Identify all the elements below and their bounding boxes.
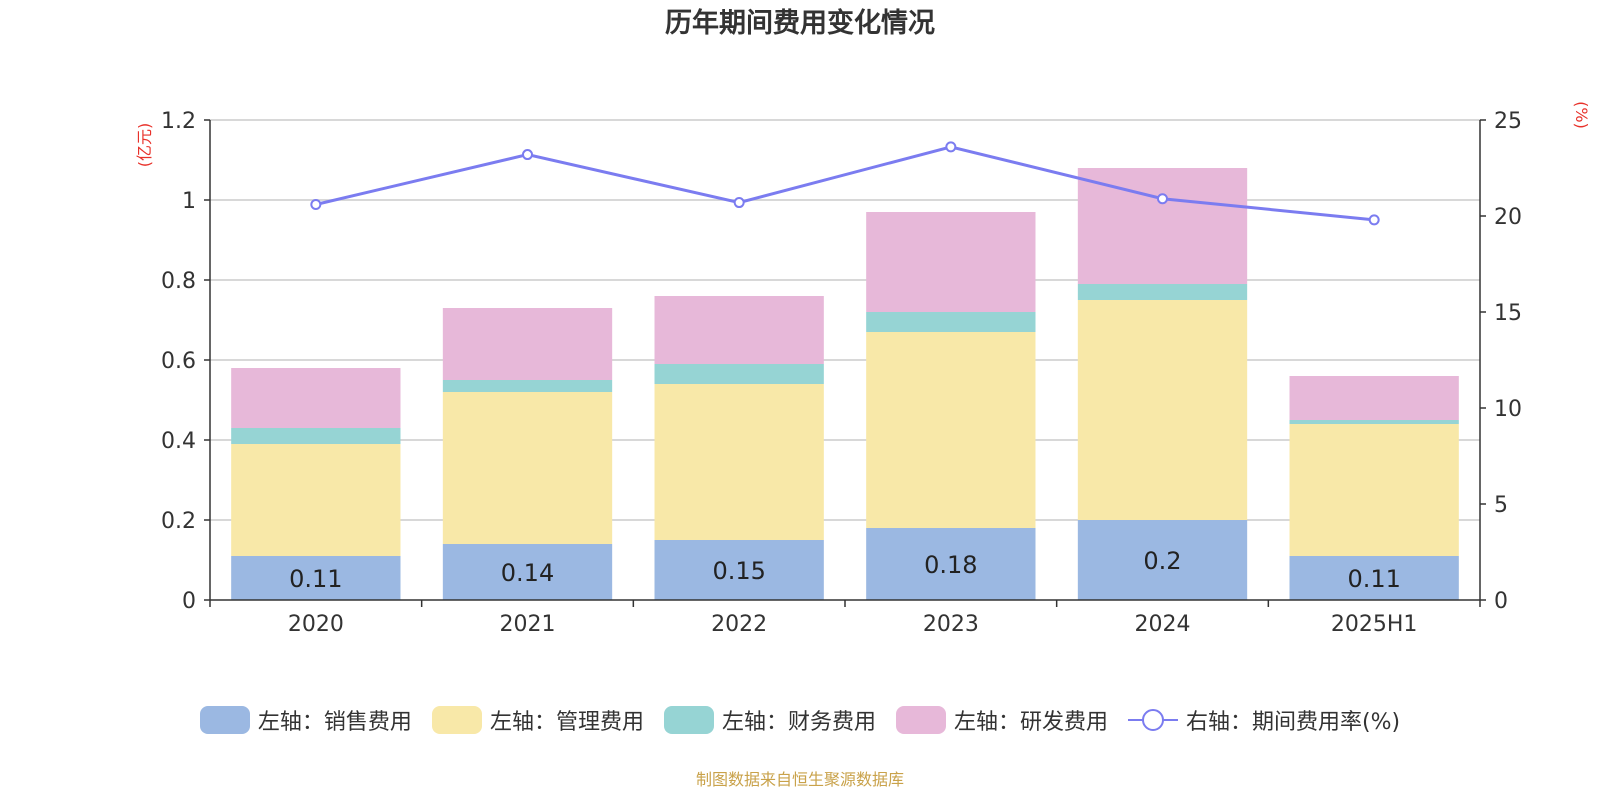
bar-segment <box>866 212 1036 312</box>
bar-segment <box>1077 300 1248 520</box>
left-axis-tick-label: 1 <box>182 189 196 214</box>
data-label: 0.15 <box>712 557 765 585</box>
bar-segment <box>442 308 613 380</box>
bar-segment <box>654 384 824 540</box>
legend-label-sales: 左轴：销售费用 <box>257 710 412 735</box>
bar-segment <box>654 296 824 364</box>
left-axis-tick-label: 0.2 <box>161 509 196 534</box>
expense-rate-point <box>310 198 322 210</box>
expense-rate-line <box>315 145 1375 222</box>
line-layer <box>310 141 1380 226</box>
legend-swatch-expense-rate <box>1127 706 1178 734</box>
x-axis-tick-label: 2023 <box>923 612 979 637</box>
legend-item-finance[interactable]: 左轴：财务费用 <box>663 704 876 736</box>
right-axis-tick-label: 10 <box>1494 397 1522 422</box>
bar-segment <box>231 556 401 600</box>
bar-layer <box>231 168 1459 600</box>
data-source-note: 制图数据来自恒生聚源数据库 <box>695 770 904 789</box>
bar-segment <box>1289 556 1459 600</box>
legend-item-sales[interactable]: 左轴：销售费用 <box>199 704 412 736</box>
legend-swatch-rnd <box>895 706 946 734</box>
x-axis-tick-label: 2022 <box>711 612 767 637</box>
data-label-layer: 0.11 0.14 0.15 0.18 0.2 0.11 <box>289 547 1401 593</box>
bar-segment <box>1289 420 1459 424</box>
bar-segment <box>1077 168 1248 284</box>
legend-item-admin[interactable]: 左轴：管理费用 <box>431 704 644 736</box>
right-axis-unit: (%) <box>1572 101 1591 129</box>
expense-rate-point <box>733 197 745 209</box>
left-axis-tick-label: 0 <box>182 589 196 614</box>
right-axis-tick-label: 5 <box>1494 493 1508 518</box>
bar-segment <box>654 364 824 384</box>
bar-segment <box>231 444 401 556</box>
legend-label-admin: 左轴：管理费用 <box>489 710 644 735</box>
axes: 0 0.2 0.4 0.6 0.8 1 1.2 0 5 10 15 20 25 2020 2021 2022 2… <box>161 109 1522 637</box>
x-axis-tick-label: 2025H1 <box>1331 612 1418 637</box>
expense-rate-point <box>945 141 957 153</box>
bar-segment <box>231 428 401 444</box>
left-axis-tick-label: 0.8 <box>161 269 196 294</box>
right-axis-tick-label: 0 <box>1494 589 1508 614</box>
bar-segment <box>1077 520 1248 600</box>
right-axis-tick-label: 20 <box>1494 205 1522 230</box>
legend-label-rnd: 左轴：研发费用 <box>953 710 1108 735</box>
legend-label-expense-rate: 右轴：期间费用率(%) <box>1185 710 1401 735</box>
data-label: 0.11 <box>1347 565 1400 593</box>
x-axis-tick-label: 2020 <box>288 612 344 637</box>
left-axis-unit: (亿元) <box>135 123 154 168</box>
bar-segment <box>866 312 1036 332</box>
bar-segment <box>442 544 613 600</box>
data-label: 0.2 <box>1143 547 1181 575</box>
legend-swatch-sales <box>199 706 250 734</box>
left-axis-tick-label: 0.6 <box>161 349 196 374</box>
expense-rate-point <box>1368 214 1380 226</box>
data-label: 0.11 <box>289 565 342 593</box>
bar-segment <box>866 528 1036 600</box>
left-axis-tick-label: 0.4 <box>161 429 196 454</box>
expense-rate-point <box>1157 193 1168 205</box>
grid-lines <box>210 119 1480 521</box>
bar-segment <box>1289 376 1459 420</box>
bar-segment <box>442 380 613 392</box>
legend-item-rnd[interactable]: 左轴：研发费用 <box>895 704 1108 736</box>
right-axis-tick-label: 15 <box>1494 301 1522 326</box>
data-label: 0.14 <box>501 559 554 587</box>
bar-segment <box>866 332 1036 528</box>
data-label: 0.18 <box>924 551 977 579</box>
bar-segment <box>231 368 401 428</box>
left-axis-tick-label: 1.2 <box>161 109 196 134</box>
right-axis-tick-label: 25 <box>1494 109 1522 134</box>
legend-swatch-finance <box>663 706 714 734</box>
bar-segment <box>654 540 824 600</box>
bar-segment <box>1289 424 1459 556</box>
chart-title: 历年期间费用变化情况 <box>665 7 935 39</box>
legend-item-expense-rate[interactable]: 右轴：期间费用率(%) <box>1127 704 1401 736</box>
legend-label-finance: 左轴：财务费用 <box>721 710 876 735</box>
legend: 左轴：销售费用 左轴：管理费用 左轴：财务费用 左轴：研发费用 右轴：期间费用率… <box>0 704 1600 736</box>
legend-swatch-admin <box>431 706 482 734</box>
bar-segment <box>1077 284 1248 300</box>
x-axis-tick-label: 2021 <box>500 612 556 637</box>
x-axis-tick-label: 2024 <box>1135 612 1191 637</box>
expense-rate-point <box>522 149 533 161</box>
bar-segment <box>442 392 613 544</box>
